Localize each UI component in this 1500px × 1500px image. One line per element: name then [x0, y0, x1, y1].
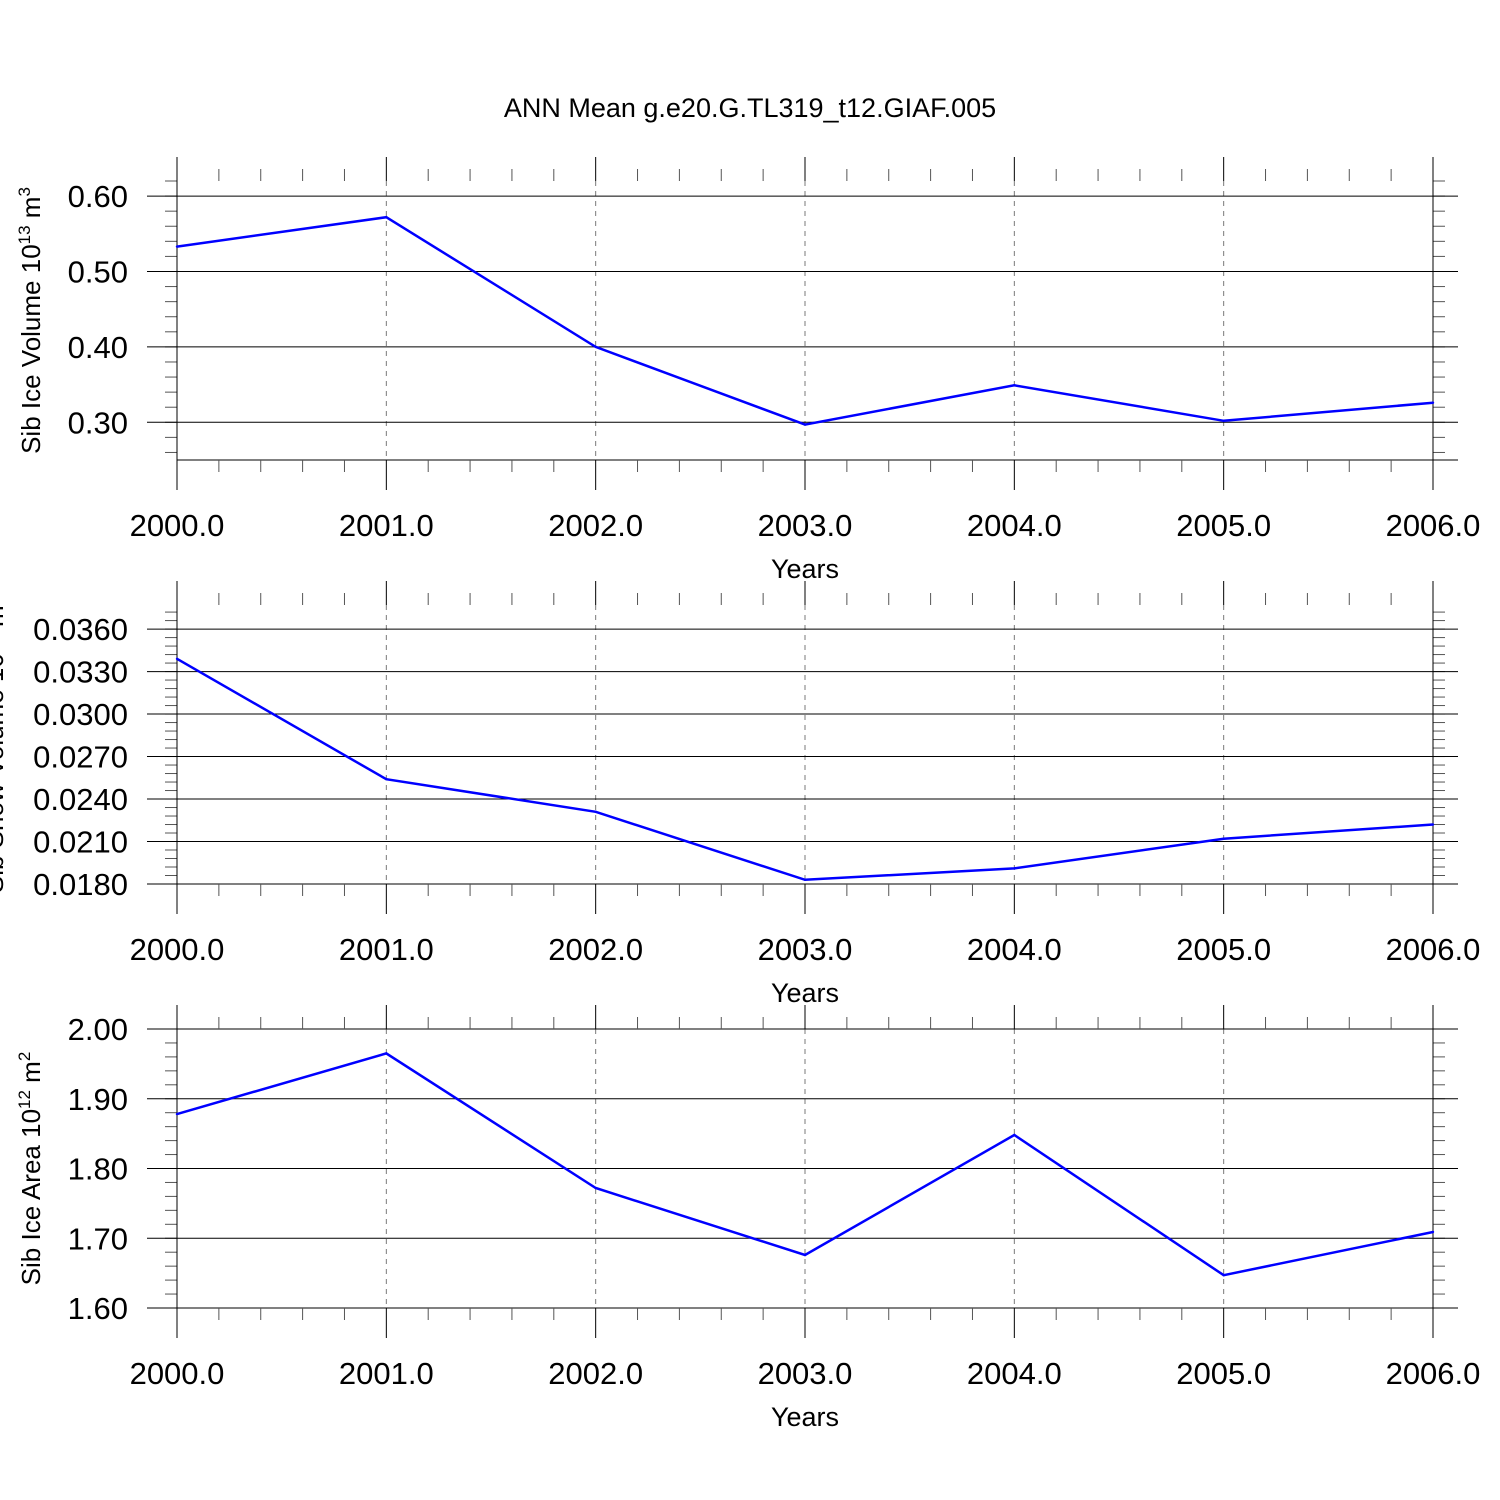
data-point — [1222, 837, 1225, 840]
chart-panel-2: 0.0180 0.0210 0.0240 0.0270 0.0300 0.0330 0.03… — [0, 581, 1480, 1008]
data-point — [1431, 823, 1435, 826]
y-tick-label: 2.00 — [68, 1012, 128, 1047]
data-point — [594, 345, 597, 349]
x-tick-label: 2001.0 — [339, 1356, 434, 1391]
data-point — [1431, 1230, 1435, 1234]
y-tick-label: 0.0300 — [33, 697, 128, 732]
x-tick-label: 2000.0 — [130, 932, 225, 967]
y-axis-title-unit: m — [16, 1061, 46, 1090]
y-tick-label: 1.60 — [68, 1291, 128, 1326]
x-tick-label: 2005.0 — [1176, 508, 1271, 543]
y-axis-title-unit-exponent: 3 — [15, 187, 34, 196]
y-tick-label: 1.70 — [68, 1221, 128, 1256]
data-point — [385, 1052, 388, 1055]
x-tick-label: 2000.0 — [130, 1356, 225, 1391]
data-point — [803, 1253, 807, 1257]
y-tick-label: 0.0270 — [33, 740, 128, 775]
x-tick-label: 2004.0 — [967, 508, 1062, 543]
y-axis-title-text: Sib Ice Volume 10 — [16, 244, 46, 454]
y-tick-label: 0.0180 — [33, 867, 128, 902]
data-point — [1431, 401, 1435, 404]
data-point — [1222, 419, 1225, 422]
data-point — [175, 1112, 179, 1116]
y-tick-label: 0.0360 — [33, 612, 128, 647]
x-axis-title: Years — [771, 554, 839, 584]
x-tick-label: 2005.0 — [1176, 1356, 1271, 1391]
x-tick-label: 2003.0 — [758, 932, 853, 967]
y-axis-title-exponent: 12 — [15, 1090, 34, 1109]
x-tick-label: 2000.0 — [130, 508, 225, 543]
y-axis-title-exponent: 13 — [15, 225, 34, 244]
x-axis-title: Years — [771, 978, 839, 1008]
y-tick-label: 0.30 — [68, 405, 128, 440]
data-point — [594, 1186, 597, 1190]
data-point — [1013, 384, 1016, 387]
data-point — [1013, 867, 1016, 870]
y-axis-title-unit-exponent: 2 — [15, 1052, 34, 1061]
y-axis-title-unit: m — [0, 605, 9, 634]
y-axis-title: Sib Ice Volume 1013 m3 — [15, 187, 46, 454]
x-axis-title: Years — [771, 1402, 839, 1432]
x-tick-label: 2006.0 — [1386, 932, 1481, 967]
y-axis-title-text: Sib Snow Volume 10 — [0, 653, 9, 893]
x-tick-label: 2004.0 — [967, 932, 1062, 967]
x-tick-label: 2006.0 — [1386, 508, 1481, 543]
x-tick-label: 2002.0 — [548, 1356, 643, 1391]
y-axis-title-unit: m — [16, 197, 46, 226]
data-point — [385, 215, 388, 219]
data-point — [594, 810, 597, 813]
y-tick-label: 0.40 — [68, 330, 128, 365]
y-axis-title: Sib Ice Area 1012 m2 — [15, 1052, 46, 1286]
y-tick-label: 0.50 — [68, 254, 128, 289]
y-tick-label: 1.90 — [68, 1082, 128, 1117]
data-point — [175, 245, 179, 248]
data-point — [803, 878, 807, 881]
figure-title: ANN Mean g.e20.G.TL319_t12.GIAF.005 — [504, 93, 996, 123]
chart-panel-3: 1.60 1.70 1.80 1.90 2.00 2000.0 2001.0 2002.0 20… — [15, 1005, 1480, 1432]
data-point — [1222, 1274, 1225, 1277]
data-point — [803, 423, 807, 426]
y-tick-label: 0.0240 — [33, 782, 128, 817]
y-axis-title-text: Sib Ice Area 10 — [16, 1109, 46, 1285]
x-tick-label: 2001.0 — [339, 932, 434, 967]
x-tick-label: 2002.0 — [548, 508, 643, 543]
x-tick-label: 2006.0 — [1386, 1356, 1481, 1391]
data-point — [1013, 1133, 1016, 1137]
data-point — [385, 777, 388, 781]
chart-panel-1: 0.30 0.40 0.50 0.60 2000.0 2001.0 2002.0 2003.0… — [15, 157, 1480, 584]
y-tick-label: 1.80 — [68, 1152, 128, 1187]
panels: 0.30 0.40 0.50 0.60 2000.0 2001.0 2002.0 2003.0… — [0, 157, 1480, 1432]
x-tick-label: 2002.0 — [548, 932, 643, 967]
x-tick-label: 2003.0 — [758, 1356, 853, 1391]
x-tick-label: 2005.0 — [1176, 932, 1271, 967]
y-tick-label: 0.0330 — [33, 655, 128, 690]
y-axis-title: Sib Snow Volume 1013 m3 — [0, 596, 9, 893]
data-point — [175, 657, 179, 661]
y-tick-label: 0.0210 — [33, 825, 128, 860]
x-tick-label: 2003.0 — [758, 508, 853, 543]
x-tick-label: 2004.0 — [967, 1356, 1062, 1391]
x-tick-label: 2001.0 — [339, 508, 434, 543]
y-tick-label: 0.60 — [68, 179, 128, 214]
